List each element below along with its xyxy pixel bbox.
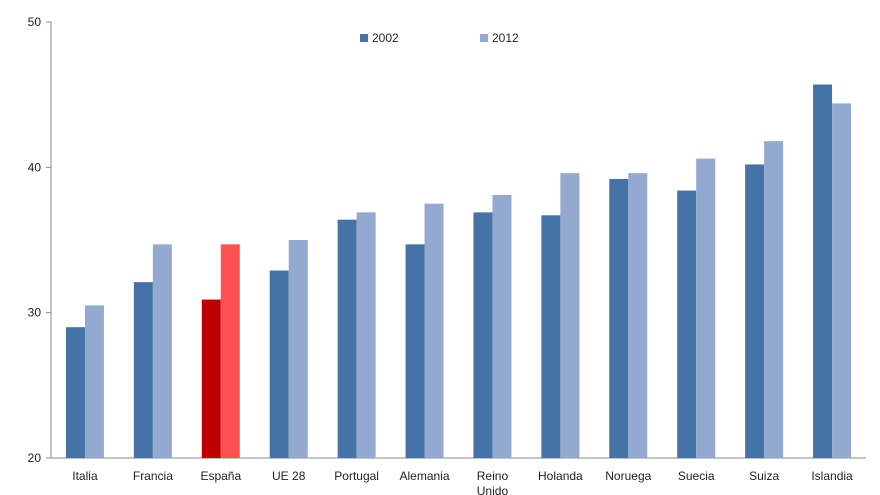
bar-2002	[609, 178, 629, 458]
bar-2002	[745, 164, 765, 458]
bar-2012	[832, 103, 852, 459]
x-tick-label: Noruega	[605, 469, 651, 483]
legend-swatch	[360, 34, 368, 42]
bar-2002	[813, 84, 833, 458]
x-tick-label: Suecia	[678, 469, 715, 483]
x-tick-label: España	[200, 469, 241, 483]
bar-2012	[492, 194, 512, 459]
x-tick-label: Islandia	[811, 469, 853, 483]
bars	[65, 84, 852, 459]
x-tick-label: Italia	[72, 469, 98, 483]
y-tick-label: 40	[28, 160, 42, 174]
x-tick-label: Holanda	[538, 469, 583, 483]
y-tick-label: 50	[28, 15, 42, 29]
x-tick-label: Portugal	[334, 469, 379, 483]
bar-2002	[65, 327, 85, 458]
legend-label: 2002	[372, 31, 399, 45]
bar-2002	[405, 244, 425, 458]
category-labels: Italia Francia España UE 28 Portugal Alemania…	[72, 469, 853, 495]
x-tick-label: Alemania	[400, 469, 450, 483]
bar-2002	[473, 212, 493, 458]
y-tick-label: 30	[28, 306, 42, 320]
x-tick-label: UE 28	[272, 469, 306, 483]
bar-2012	[288, 240, 308, 458]
bar-2002	[201, 299, 221, 458]
x-tick-label: Francia	[133, 469, 173, 483]
bar-2012	[356, 212, 376, 458]
bar-2012	[84, 305, 104, 458]
axes: 20 30 40 50	[28, 15, 866, 465]
bar-2012	[424, 203, 444, 458]
x-tick-label: Suiza	[749, 469, 779, 483]
bar-2012	[764, 141, 784, 458]
y-tick-label: 20	[28, 451, 42, 465]
bar-2012	[696, 158, 716, 458]
bar-2002	[337, 219, 357, 458]
x-tick-label: Reino Unido	[477, 469, 509, 495]
bar-2002	[133, 282, 153, 458]
bar-2002	[541, 215, 561, 458]
bar-2012	[560, 173, 580, 458]
bar-2002	[269, 270, 289, 458]
legend: 2002 2012	[360, 31, 519, 45]
legend-swatch	[480, 34, 488, 42]
bar-2002	[677, 190, 697, 458]
bar-2012	[628, 173, 648, 458]
legend-label: 2012	[492, 31, 519, 45]
bar-2012	[220, 244, 240, 458]
bar-2012	[152, 244, 172, 458]
